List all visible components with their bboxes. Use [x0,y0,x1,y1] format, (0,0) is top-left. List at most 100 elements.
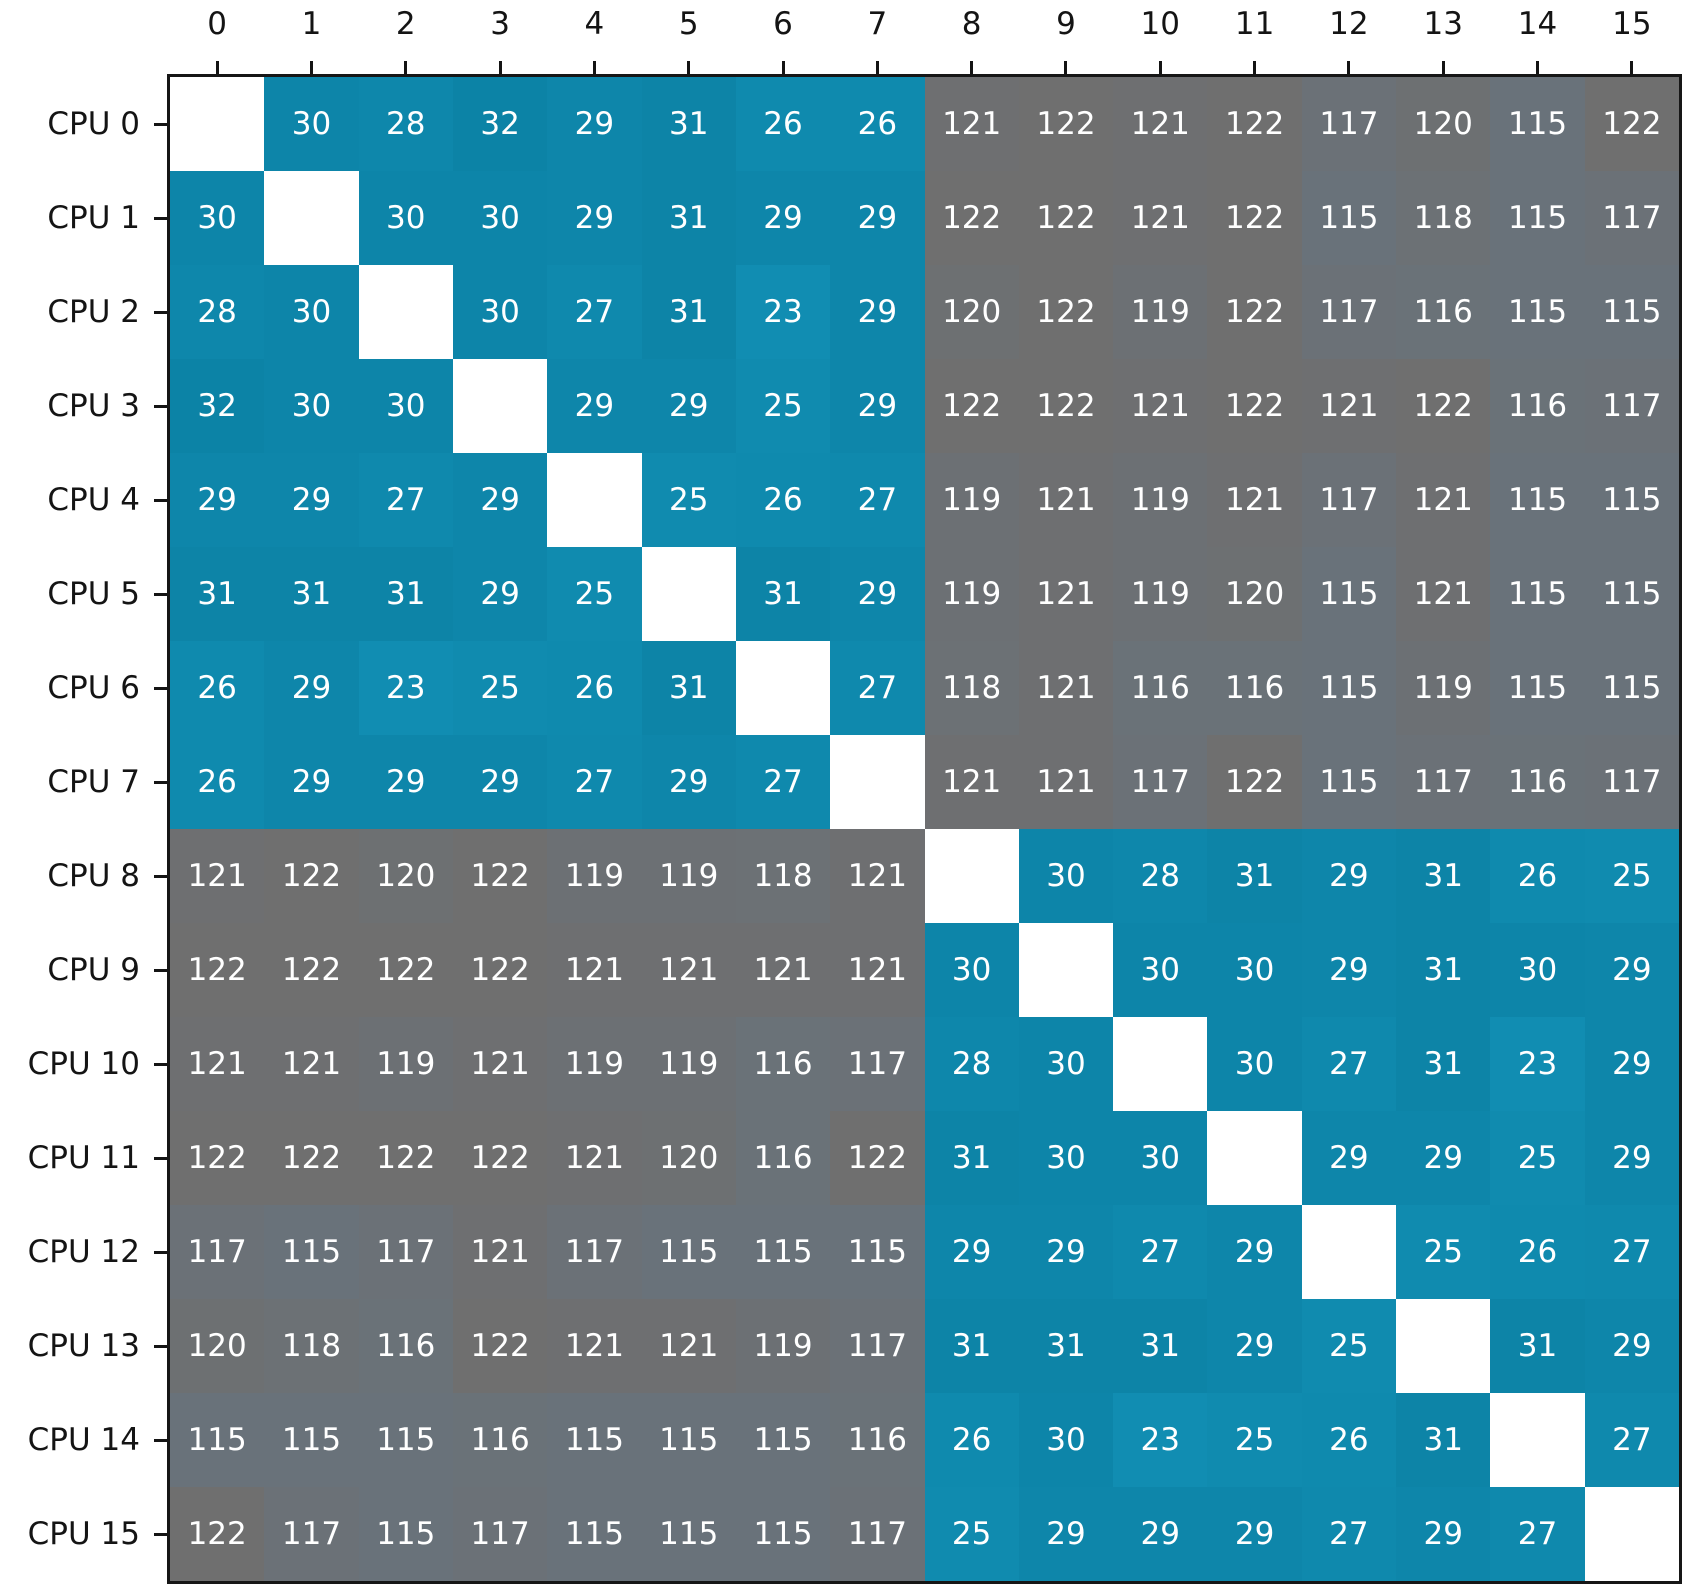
heatmap-cell-r8-c13: 31 [1396,829,1491,923]
x-tick-mark [1536,61,1540,74]
heatmap-cell-r15-c5: 115 [641,1487,736,1581]
heatmap-cell-r10-c1: 121 [264,1017,359,1111]
y-tick-mark [154,1250,167,1254]
heatmap-cell-r15-c0: 122 [170,1487,265,1581]
heatmap-cell-r10-c0: 121 [170,1017,265,1111]
heatmap-cell-r10-c4: 119 [547,1017,642,1111]
heatmap-cell-r11-c6: 116 [735,1111,831,1205]
row-label-cpu-15: CPU 15 [27,1516,140,1552]
heatmap-cell-r3-c7: 29 [830,359,925,453]
heatmap-cell-r13-c15: 29 [1584,1299,1679,1393]
heatmap-cell-r14-c3: 116 [452,1393,548,1487]
col-label-7: 7 [867,6,888,42]
heatmap-cell-r14-c1: 115 [264,1393,359,1487]
heatmap-cell-r5-c2: 31 [358,547,453,641]
heatmap-cell-r6-c1: 29 [264,641,359,735]
col-label-10: 10 [1140,6,1180,42]
row-label-cpu-4: CPU 4 [47,482,140,518]
heatmap-cell-r12-c14: 26 [1490,1205,1585,1299]
heatmap-cell-r3-c0: 32 [170,359,265,453]
heatmap-cell-r5-c4: 25 [547,547,642,641]
heatmap-cell-r3-c1: 30 [264,359,359,453]
heatmap-cell-r8-c11: 31 [1207,829,1302,923]
heatmap-cell-r14-c13: 31 [1396,1393,1491,1487]
heatmap-cell-r1-c6: 29 [735,171,831,265]
heatmap-cell-r13-c13 [1396,1299,1491,1393]
heatmap-cell-r1-c14: 115 [1490,171,1585,265]
heatmap-cell-r6-c5: 31 [641,641,736,735]
heatmap-cell-r2-c6: 23 [735,265,831,359]
heatmap-cell-r4-c6: 26 [735,453,831,547]
heatmap-cell-r8-c4: 119 [547,829,642,923]
heatmap-cell-r9-c1: 122 [264,923,359,1017]
heatmap-cell-r14-c0: 115 [170,1393,265,1487]
heatmap-cell-r1-c9: 122 [1018,171,1114,265]
row-label-cpu-3: CPU 3 [47,388,140,424]
heatmap-cell-r11-c11 [1207,1111,1302,1205]
heatmap-cell-r0-c1: 30 [264,77,359,171]
heatmap-cell-r4-c11: 121 [1207,453,1302,547]
heatmap-cell-r1-c10: 121 [1113,171,1208,265]
heatmap-cell-r8-c5: 119 [641,829,736,923]
heatmap-cell-r7-c8: 121 [924,735,1019,829]
heatmap-cell-r4-c5: 25 [641,453,736,547]
heatmap-cell-r11-c5: 120 [641,1111,736,1205]
heatmap-cell-r3-c3 [452,359,548,453]
y-tick-mark [154,1344,167,1348]
heatmap-cell-r6-c3: 25 [452,641,548,735]
heatmap-cell-r12-c6: 115 [735,1205,831,1299]
heatmap-cell-r9-c4: 121 [547,923,642,1017]
heatmap-cell-r9-c9 [1018,923,1114,1017]
heatmap-cell-r2-c7: 29 [830,265,925,359]
col-label-14: 14 [1517,6,1558,42]
heatmap-cell-r11-c9: 30 [1018,1111,1114,1205]
y-tick-mark [154,968,167,972]
y-tick-mark [154,310,167,314]
heatmap-cell-r13-c8: 31 [924,1299,1019,1393]
heatmap-cell-r11-c15: 29 [1584,1111,1679,1205]
heatmap-cell-r11-c4: 121 [547,1111,642,1205]
heatmap-cell-r4-c2: 27 [358,453,453,547]
heatmap-grid: 30 28 32 29 31 26 26 121 122 121 122 117 120 115 122 30… [167,74,1682,1584]
heatmap-cell-r8-c14: 26 [1490,829,1585,923]
row-label-cpu-8: CPU 8 [47,858,140,894]
heatmap-cell-r3-c10: 121 [1113,359,1208,453]
heatmap-cell-r13-c4: 121 [547,1299,642,1393]
heatmap-cell-r0-c15: 122 [1584,77,1679,171]
heatmap-cell-r2-c0: 28 [170,265,265,359]
heatmap-cell-r4-c0: 29 [170,453,265,547]
x-tick-mark [875,61,879,74]
row-label-cpu-1: CPU 1 [47,200,140,236]
heatmap-cell-r0-c6: 26 [735,77,831,171]
heatmap-cell-r12-c4: 117 [547,1205,642,1299]
heatmap-cell-r11-c0: 122 [170,1111,265,1205]
heatmap-cell-r6-c12: 115 [1301,641,1397,735]
heatmap-cell-r15-c6: 115 [735,1487,831,1581]
y-tick-mark [154,404,167,408]
heatmap-cell-r9-c12: 29 [1301,923,1397,1017]
col-label-12: 12 [1329,6,1369,42]
heatmap-cell-r8-c9: 30 [1018,829,1114,923]
heatmap-cell-r11-c1: 122 [264,1111,359,1205]
row-label-cpu-5: CPU 5 [47,576,140,612]
heatmap-cell-r0-c14: 115 [1490,77,1585,171]
x-tick-mark [781,61,785,74]
heatmap-cell-r9-c2: 122 [358,923,453,1017]
x-tick-mark [1158,61,1162,74]
heatmap-cell-r3-c14: 116 [1490,359,1585,453]
heatmap-cell-r8-c10: 28 [1113,829,1208,923]
y-tick-mark [154,1438,167,1442]
heatmap-cell-r13-c11: 29 [1207,1299,1302,1393]
heatmap-cell-r8-c0: 121 [170,829,265,923]
heatmap-cell-r5-c5 [641,547,736,641]
heatmap-cell-r13-c7: 117 [830,1299,925,1393]
heatmap-cell-r9-c3: 122 [452,923,548,1017]
heatmap-cell-r10-c13: 31 [1396,1017,1491,1111]
y-tick-mark [154,1532,167,1536]
heatmap-cell-r5-c10: 119 [1113,547,1208,641]
heatmap-cell-r4-c15: 115 [1584,453,1679,547]
heatmap-cell-r15-c2: 115 [358,1487,453,1581]
col-label-15: 15 [1612,6,1652,42]
heatmap-cell-r13-c1: 118 [264,1299,359,1393]
heatmap-cell-r15-c11: 29 [1207,1487,1302,1581]
